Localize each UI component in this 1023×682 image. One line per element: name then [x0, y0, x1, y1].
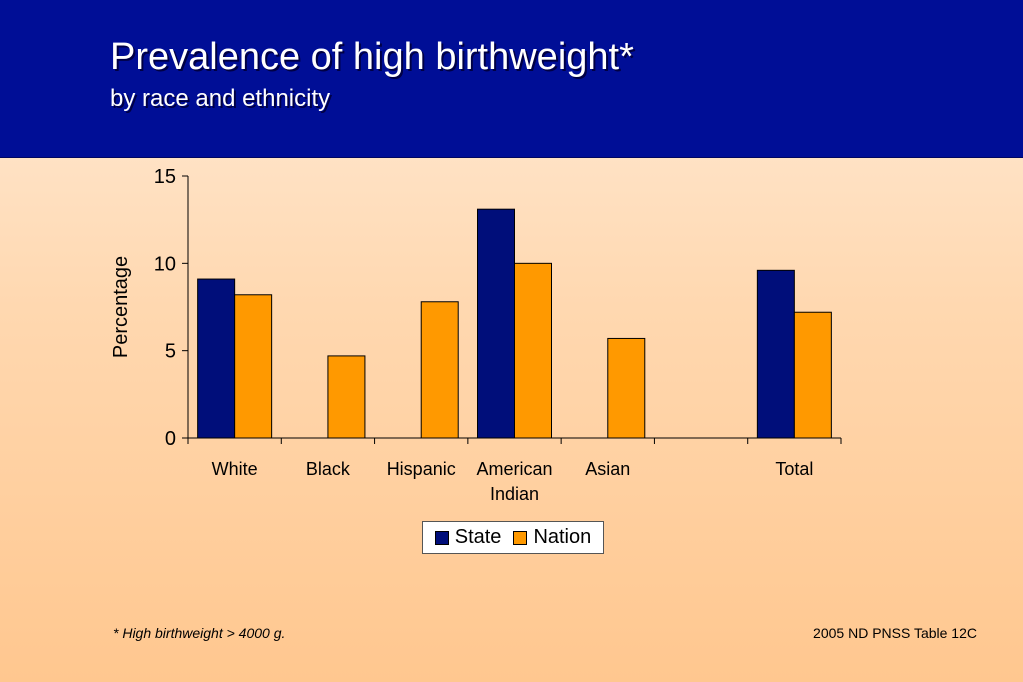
- bar-state-american-indian: [477, 208, 515, 439]
- legend-item-nation: Nation: [513, 526, 591, 549]
- y-tick-label-5: 5: [165, 341, 176, 363]
- bar-nation-white: [234, 294, 273, 439]
- bar-state-white: [197, 278, 236, 439]
- chart-legend: State Nation: [422, 521, 604, 554]
- legend-swatch-nation: [513, 530, 528, 545]
- legend-swatch-state: [434, 530, 449, 545]
- y-tick-label-15: 15: [154, 166, 176, 188]
- legend-item-state: State: [434, 526, 502, 549]
- legend-label-nation: Nation: [533, 526, 592, 548]
- page-subtitle: by race and ethnicity: [110, 85, 331, 112]
- bars-group: [197, 208, 832, 439]
- bar-state-total: [756, 269, 795, 439]
- axes-group: 0 5 10 15 White Black Hispanic American Indian As…: [154, 166, 842, 504]
- source-note: 2005 ND PNSS Table 12C: [813, 625, 977, 641]
- x-tick-label-american-indian: American Indian: [476, 459, 552, 504]
- y-tick-label-0: 0: [165, 428, 176, 450]
- x-tick-label-total: Total: [775, 459, 813, 479]
- x-tick-label-hispanic: Hispanic: [387, 459, 456, 479]
- bar-nation-asian: [607, 337, 646, 439]
- y-axis-label: Percentage: [110, 256, 132, 358]
- y-tick-label-10: 10: [154, 253, 176, 275]
- bar-nation-black: [327, 355, 366, 439]
- bar-nation-american-indian: [514, 262, 552, 439]
- legend-label-state: State: [454, 526, 502, 548]
- bar-nation-hispanic: [420, 301, 459, 439]
- x-tick-label-asian: Asian: [585, 459, 630, 479]
- title-banner: Prevalence of high birthweight* by race …: [0, 0, 1023, 158]
- footnote: * High birthweight > 4000 g.: [113, 625, 286, 641]
- page-title: Prevalence of high birthweight*: [110, 36, 634, 78]
- x-tick-label-black: Black: [306, 459, 351, 479]
- bar-nation-total: [793, 311, 832, 439]
- x-tick-label-white: White: [212, 459, 258, 479]
